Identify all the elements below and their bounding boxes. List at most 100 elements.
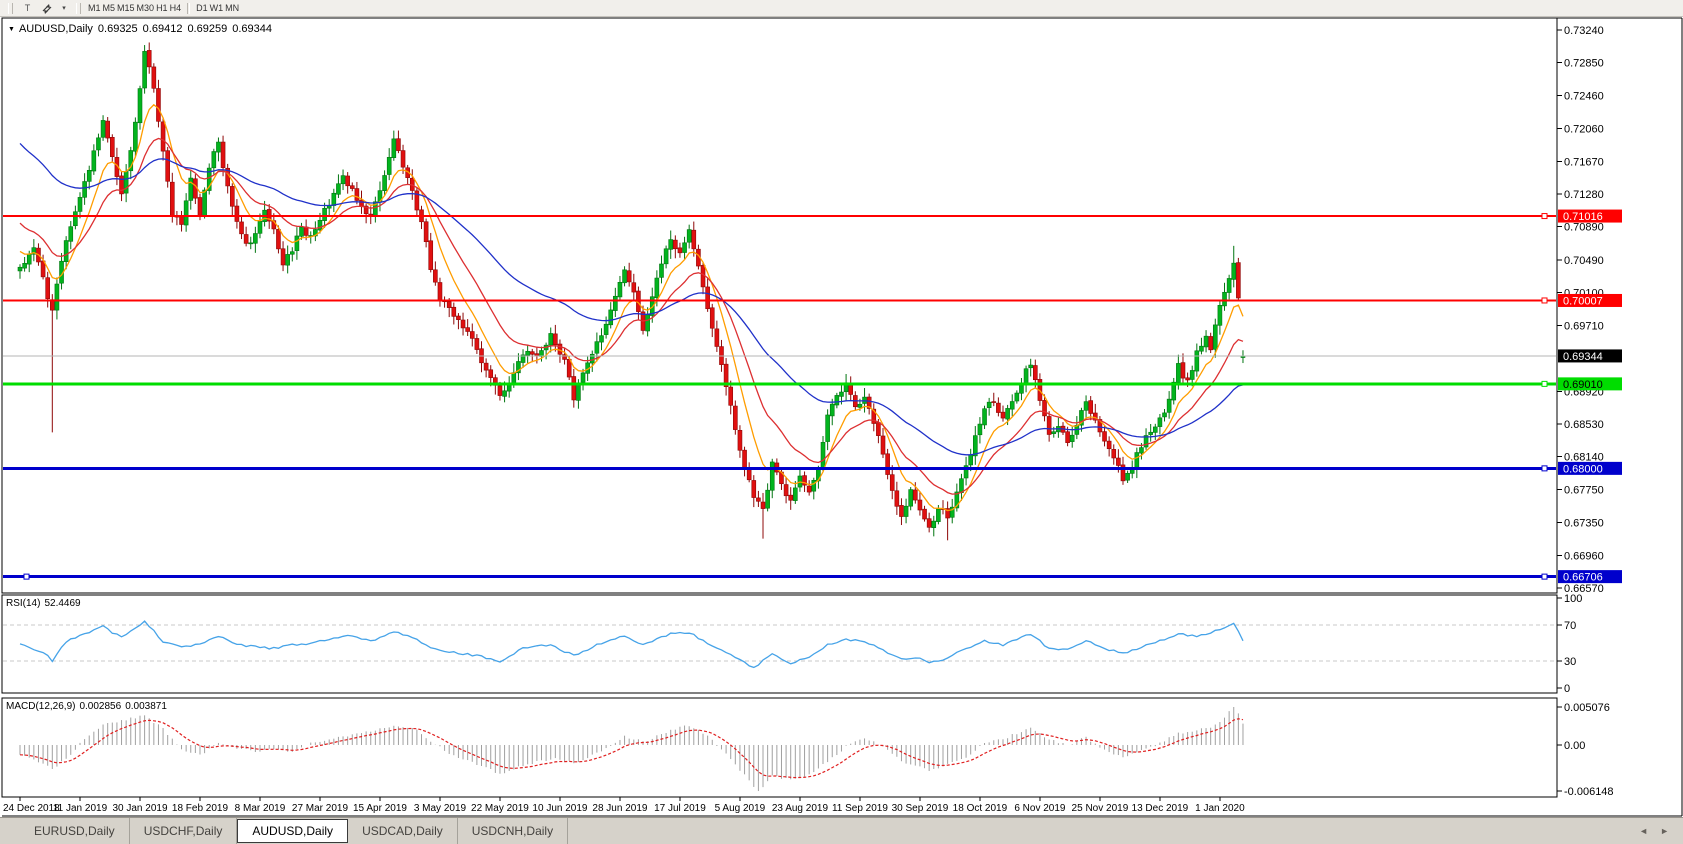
panel-borders [1, 17, 1683, 817]
rsi-indicator-label: RSI(14) 52.4469 [6, 598, 81, 609]
macd-axis: 0.005076 0.00 -0.006148 [1557, 702, 1614, 798]
svg-text:5 Aug 2019: 5 Aug 2019 [715, 803, 766, 814]
timeframe-d1-button[interactable]: D1 [196, 3, 208, 13]
timeframe-m15-button[interactable]: M15 [117, 3, 135, 13]
price-chart[interactable]: 0.73240 0.72850 0.72460 0.72060 0.71670 0.712… [0, 17, 1683, 817]
macd-value: 0.002856 [79, 701, 122, 712]
support-line-blue-1[interactable]: 0.68000 [3, 461, 1622, 476]
resistance-line-2[interactable]: 0.70007 [3, 293, 1622, 308]
svg-text:0.68530: 0.68530 [1564, 419, 1604, 431]
chart-tab-bar: EURUSD,Daily USDCHF,Daily AUDUSD,Daily USDC… [0, 817, 1683, 844]
macd-signal-line [19, 718, 1244, 779]
macd-indicator-label: MACD(12,26,9) 0.002856 0.003871 [6, 701, 167, 712]
timeframe-m30-button[interactable]: M30 [136, 3, 155, 13]
svg-text:30: 30 [1564, 656, 1576, 668]
text-tool-button[interactable]: T [20, 2, 35, 15]
tab-usdcad[interactable]: USDCAD,Daily [348, 818, 458, 844]
symbol-name: AUDUSD,Daily [18, 23, 93, 35]
tab-scroll-arrows: ◄ ► [1639, 826, 1669, 836]
symbol-dropdown-icon[interactable]: ▼ [8, 26, 15, 33]
svg-text:15 Apr 2019: 15 Apr 2019 [353, 803, 407, 814]
svg-text:30 Jan 2019: 30 Jan 2019 [112, 803, 167, 814]
timeframe-h1-button[interactable]: H1 [156, 3, 168, 13]
svg-text:25 Nov 2019: 25 Nov 2019 [1072, 803, 1129, 814]
arrows-tool-button[interactable] [38, 2, 56, 15]
rsi-name: RSI(14) [6, 598, 41, 609]
svg-text:0.00: 0.00 [1564, 740, 1585, 752]
tab-audusd[interactable]: AUDUSD,Daily [237, 819, 349, 843]
svg-text:100: 100 [1564, 593, 1582, 605]
svg-text:0.72060: 0.72060 [1564, 124, 1604, 136]
macd-histogram [19, 707, 1244, 792]
svg-text:0.66960: 0.66960 [1564, 550, 1604, 562]
candlestick-series [17, 42, 1246, 541]
current-price-label [1558, 349, 1622, 363]
support-line-green[interactable]: 0.69010 [3, 377, 1622, 391]
svg-text:0.69010: 0.69010 [1563, 379, 1603, 391]
toolbar-dropdown-caret[interactable]: ▾ [59, 2, 69, 15]
macd-signal-value: 0.003871 [125, 701, 167, 712]
svg-text:8 Mar 2019: 8 Mar 2019 [235, 803, 286, 814]
svg-text:0.70890: 0.70890 [1564, 222, 1604, 234]
level-price-label [1558, 209, 1622, 223]
quote-open: 0.69325 [97, 23, 138, 35]
level-price-label [1558, 377, 1622, 391]
svg-text:18 Feb 2019: 18 Feb 2019 [172, 803, 229, 814]
timeframe-h4-button[interactable]: H4 [169, 3, 182, 13]
svg-text:0.68000: 0.68000 [1563, 463, 1603, 475]
svg-text:0.69710: 0.69710 [1564, 320, 1604, 332]
svg-text:23 Aug 2019: 23 Aug 2019 [772, 803, 829, 814]
timeframe-w1-button[interactable]: W1 [209, 3, 224, 13]
timeframe-m5-button[interactable]: M5 [102, 3, 116, 13]
quote-high: 0.69412 [142, 23, 183, 35]
rsi-line [19, 620, 1244, 669]
svg-text:0.68140: 0.68140 [1564, 452, 1604, 464]
svg-text:0.70007: 0.70007 [1563, 295, 1603, 307]
rsi-axis: 100 70 30 0 [3, 593, 1582, 695]
chart-tabs: EURUSD,Daily USDCHF,Daily AUDUSD,Daily USDC… [0, 818, 1683, 844]
timeframe-toolbar: M1 M5 M15 M30 H1 H4 D1 W1 MN [88, 2, 239, 15]
svg-text:28 Jun 2019: 28 Jun 2019 [592, 803, 647, 814]
svg-text:70: 70 [1564, 620, 1576, 632]
support-line-blue-2[interactable]: 0.66706 [3, 570, 1622, 584]
svg-text:0.66570: 0.66570 [1564, 583, 1604, 595]
text-tool-icon: T [24, 3, 31, 13]
svg-text:0.71280: 0.71280 [1564, 189, 1604, 201]
quote-low: 0.69259 [187, 23, 228, 35]
tab-eurusd[interactable]: EURUSD,Daily [20, 818, 130, 844]
ma-mid-red-line [19, 137, 1244, 495]
chart-title: ▼ AUDUSD,Daily 0.69325 0.69412 0.69259 0.6934… [8, 23, 272, 35]
svg-text:11 Sep 2019: 11 Sep 2019 [832, 803, 888, 814]
level-price-label [1558, 570, 1622, 584]
svg-text:0.67750: 0.67750 [1564, 484, 1604, 496]
tab-scroll-right-icon[interactable]: ► [1660, 826, 1669, 836]
tab-usdcnh[interactable]: USDCNH,Daily [458, 818, 569, 844]
tab-usdchf[interactable]: USDCHF,Daily [130, 818, 238, 844]
timeframe-mn-button[interactable]: MN [225, 3, 240, 13]
toolbar-separator [187, 2, 191, 14]
svg-text:0.72460: 0.72460 [1564, 90, 1604, 102]
tab-scroll-left-icon[interactable]: ◄ [1639, 826, 1649, 836]
macd-name: MACD(12,26,9) [6, 701, 76, 712]
toolbar-grip[interactable] [76, 2, 81, 14]
svg-text:0.005076: 0.005076 [1564, 702, 1610, 714]
resistance-line-1[interactable]: 0.71016 [3, 209, 1622, 224]
svg-text:13 Dec 2019: 13 Dec 2019 [1132, 803, 1189, 814]
chart-window[interactable]: 0.73240 0.72850 0.72460 0.72060 0.71670 0.712… [0, 17, 1683, 817]
svg-text:3 May 2019: 3 May 2019 [414, 803, 467, 814]
double-arrows-icon [42, 3, 52, 14]
timeframe-m1-button[interactable]: M1 [88, 3, 101, 13]
svg-text:0.67350: 0.67350 [1564, 518, 1604, 530]
ma-fast-orange-line [19, 103, 1244, 512]
quote-close: 0.69344 [232, 23, 272, 35]
svg-text:0: 0 [1564, 683, 1570, 695]
svg-text:0.69344: 0.69344 [1563, 351, 1603, 363]
svg-text:0.71670: 0.71670 [1564, 156, 1604, 168]
svg-text:11 Jan 2019: 11 Jan 2019 [53, 803, 108, 814]
level-price-label [1558, 461, 1622, 475]
svg-text:0.72850: 0.72850 [1564, 58, 1604, 70]
svg-text:22 May 2019: 22 May 2019 [471, 803, 529, 814]
toolbar-grip[interactable] [8, 2, 13, 14]
